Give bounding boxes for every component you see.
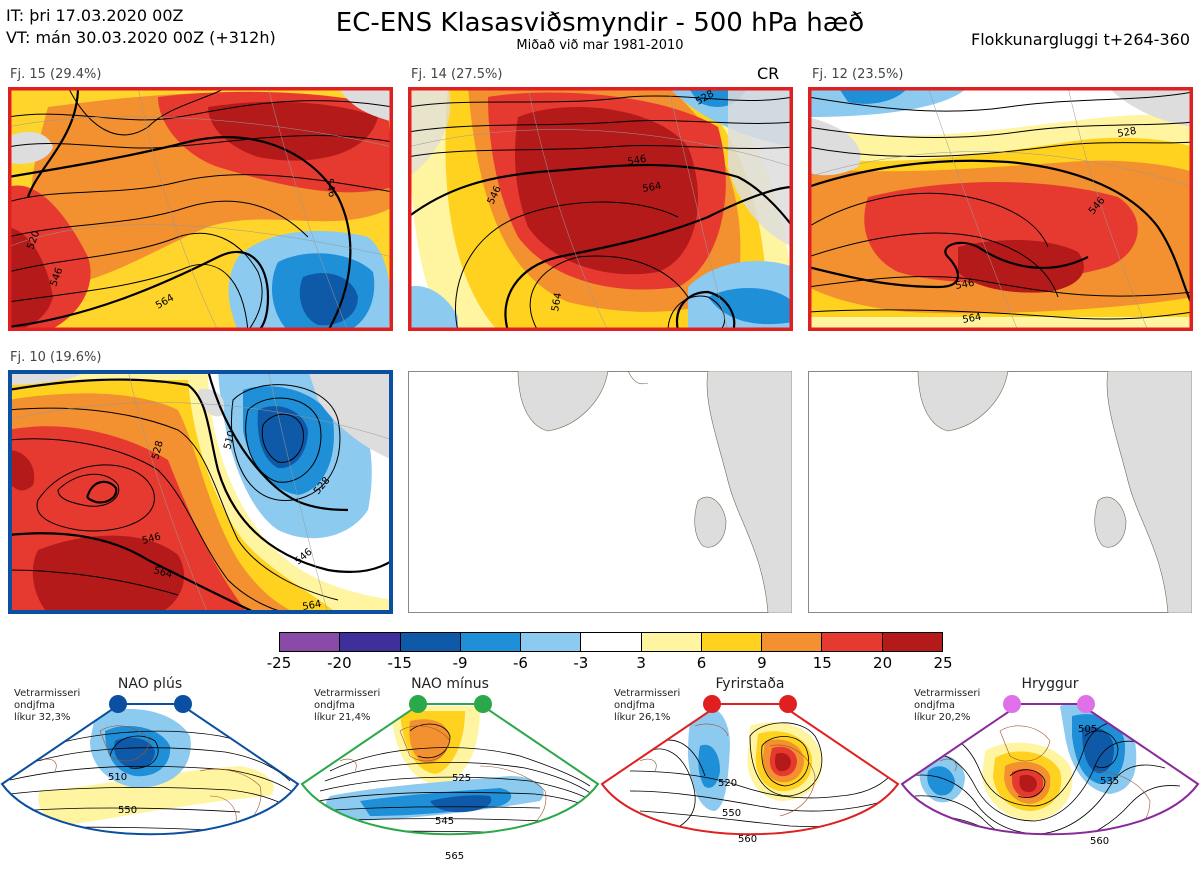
cluster-map-4: 510 528 528 546 546 564 564 (8, 370, 393, 614)
contour-label: 550 (722, 808, 741, 819)
regime-frame (0, 703, 300, 836)
regime-frame (600, 703, 900, 836)
contour-label: 546 (323, 178, 337, 199)
colorbar-tick: 25 (933, 654, 953, 672)
panel-label-3: Fj. 12 (23.5%) (812, 67, 904, 82)
contour-label: 564 (962, 312, 983, 326)
cluster-map-1: 546 520 546 564 (8, 87, 393, 331)
regime-marker-dot (109, 695, 127, 713)
regime-nao-plus: 510 550 NAO plús Vetrarmisseri ondjfma l… (0, 676, 300, 871)
contour-label: 564 (302, 599, 323, 613)
regime-marker-dot (1003, 695, 1021, 713)
regime-marker-dot (703, 695, 721, 713)
panel-label-1: Fj. 15 (29.4%) (10, 67, 102, 82)
panel-label-4: Fj. 10 (19.6%) (10, 350, 102, 365)
contour-label: 565 (445, 851, 464, 862)
regime-map: 510 550 (0, 695, 300, 836)
panel-frame (8, 370, 393, 614)
colorbar-tick: 9 (757, 654, 767, 672)
contour-label: 564 (152, 565, 173, 581)
contour-label: 528 (1117, 126, 1138, 140)
valid-time: VT: mán 30.03.2020 00Z (+312h) (6, 28, 276, 47)
colorbar-tick: -3 (573, 654, 589, 672)
colorbar-tick: -15 (387, 654, 412, 672)
regime-marker-dot (474, 695, 492, 713)
contour-label: 505 (1078, 724, 1097, 735)
contour-label: 564 (642, 181, 663, 195)
regime-map: 525 545 565 (300, 695, 600, 862)
panel-frame (8, 87, 393, 331)
classification-window: Flokkunargluggi t+264-360 (971, 30, 1190, 49)
regime-blocking: 520 550 560 Fyrirstaða Vetrarmisseri ond… (600, 676, 900, 871)
colorbar-swatch (882, 633, 942, 651)
regime-frame (300, 703, 600, 836)
regime-nao-minus: 525 545 565 NAO mínus Vetrarmisseri ondj… (300, 676, 600, 871)
colorbar-tick: 15 (812, 654, 832, 672)
panel-frame (408, 87, 793, 331)
regime-note: Vetrarmisseri ondjfma líkur 21,4% (314, 688, 381, 723)
contour-label: 520 (718, 778, 737, 789)
colorbar-swatch (701, 633, 763, 651)
empty-map-panel (408, 371, 792, 613)
contour-label: 525 (452, 773, 471, 784)
colorbar (279, 632, 943, 652)
regime-ridge: 505 535 560 Hryggur Vetrarmisseri ondjfm… (900, 676, 1200, 871)
page-subtitle: Miðað við mar 1981-2010 (516, 38, 684, 53)
empty-map-panel (808, 371, 1192, 613)
colorbar-tick: 3 (636, 654, 646, 672)
regime-marker-dot (779, 695, 797, 713)
colorbar-tick: 20 (873, 654, 893, 672)
regime-marker-dot (1077, 695, 1095, 713)
cluster-map-2: 546 564 546 564 528 (408, 87, 793, 331)
colorbar-swatch (400, 633, 461, 651)
regime-title: NAO plús (117, 676, 183, 692)
contour-label: 546 (955, 278, 976, 292)
colorbar-tick: -20 (327, 654, 352, 672)
header-info: IT: þri 17.03.2020 00Z VT: mán 30.03.202… (6, 5, 276, 49)
page-title: EC-ENS Klasasviðsmyndir - 500 hPa hæð (335, 8, 865, 38)
colorbar-swatch (641, 633, 702, 651)
regime-note: Vetrarmisseri ondjfma líkur 32,3% (14, 688, 81, 723)
regime-frame (900, 703, 1200, 836)
contour-label: 510 (108, 772, 127, 783)
regime-title: NAO mínus (411, 676, 489, 692)
contour-label: 546 (627, 154, 648, 168)
regime-note: Vetrarmisseri ondjfma líkur 20,2% (914, 688, 981, 723)
colorbar-tick: -25 (266, 654, 292, 672)
colorbar-swatch (280, 633, 341, 651)
contour-label: 564 (550, 292, 564, 313)
colorbar-swatch (822, 633, 883, 651)
init-time: IT: þri 17.03.2020 00Z (6, 6, 184, 25)
panel-label-2: Fj. 14 (27.5%) (411, 67, 503, 82)
cluster-map-3: 528 546 546 564 (808, 87, 1193, 331)
contour-label: 550 (118, 805, 137, 816)
colorbar-tick: -6 (513, 654, 528, 672)
regime-marker-dot (174, 695, 192, 713)
panel-frame (808, 87, 1193, 331)
central-representative-tag: CR (757, 64, 780, 83)
colorbar-swatch (460, 633, 522, 651)
regime-map: 505 535 560 (900, 695, 1200, 847)
regime-note: Vetrarmisseri ondjfma líkur 26,1% (614, 688, 681, 723)
colorbar-swatch (521, 633, 582, 651)
contour-label: 560 (1090, 836, 1109, 847)
colorbar-swatch (581, 633, 642, 651)
contour-label: 528 (150, 439, 166, 460)
contour-label: 545 (435, 816, 454, 827)
contour-label: 510 (222, 429, 238, 450)
regime-title: Hryggur (1021, 676, 1079, 692)
regime-marker-dot (409, 695, 427, 713)
colorbar-ticks: -25 -20 -15 -9 -6 -3 3 6 9 15 20 25 (267, 654, 953, 674)
contour-label: 560 (738, 834, 757, 845)
colorbar-tick: 6 (696, 654, 707, 672)
colorbar-tick: -9 (452, 654, 468, 672)
contour-label: 546 (141, 531, 162, 547)
colorbar-swatch (340, 633, 401, 651)
regime-title: Fyrirstaða (715, 676, 785, 692)
colorbar-swatch (762, 633, 823, 651)
regime-map: 520 550 560 (600, 695, 900, 845)
contour-label: 535 (1100, 776, 1119, 787)
